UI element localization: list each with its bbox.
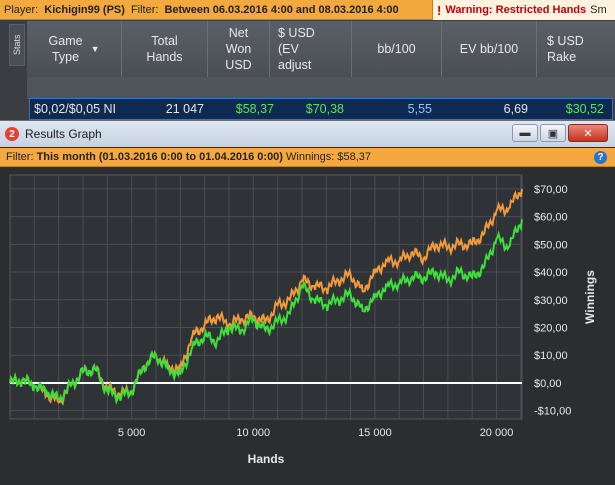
cell-rake: $30,52: [565, 102, 604, 116]
y-axis-label: Winnings: [583, 270, 597, 324]
player-label: Player:: [4, 3, 39, 16]
plot-background: [9, 174, 523, 420]
col-ev-bb100-label: EV bb/100: [459, 42, 519, 56]
stats-grid: Game Type ▼ Total Hands Net Won USD $ USD…: [27, 21, 615, 120]
y-tick-label: $30,00: [534, 295, 568, 307]
filter-value[interactable]: Between 06.03.2016 4:00 and 08.03.2016 4…: [164, 3, 399, 16]
cell-total-hands: 21 047: [165, 102, 204, 116]
col-net-won-label: Net Won USD: [225, 26, 252, 72]
x-axis-label: Hands: [248, 452, 285, 466]
col-ev-bb100[interactable]: EV bb/100: [442, 21, 537, 77]
grid-header: Game Type ▼ Total Hands Net Won USD $ USD…: [27, 21, 615, 77]
maximize-button[interactable]: ▣: [540, 124, 566, 142]
graph-filter-value[interactable]: This month (01.03.2016 0:00 to 01.04.201…: [36, 151, 283, 163]
col-game-type-label: Game Type: [48, 34, 83, 64]
col-rake-label: $ USD Rake: [547, 34, 584, 64]
help-icon[interactable]: ?: [594, 151, 607, 164]
x-tick-label: 5 000: [118, 427, 146, 439]
cell-ev-adjusted: $70,38: [305, 102, 344, 116]
x-tick-label: 20 000: [480, 427, 514, 439]
cell-ev-bb100: 6,69: [503, 102, 528, 116]
col-bb100[interactable]: bb/100: [352, 21, 442, 77]
winnings-label: Winnings:: [286, 151, 335, 163]
window-title: Results Graph: [25, 127, 102, 141]
y-tick-label: $0,00: [534, 378, 562, 390]
series-line-net_won: [9, 219, 523, 405]
col-game-type[interactable]: Game Type ▼: [27, 21, 122, 77]
restricted-hands-warning[interactable]: ! Warning: Restricted Hands Sm: [432, 0, 615, 20]
y-tick-label: $70,00: [534, 184, 568, 196]
y-tick-label: -$10,00: [534, 406, 571, 418]
player-value[interactable]: Kichigin99 (PS): [44, 3, 125, 16]
results-chart: -$10,00 $0,00 $10,00 $20,00 $30,00 $40,00 $50,…: [9, 174, 597, 466]
minimize-button[interactable]: ▬: [512, 124, 538, 142]
window-titlebar[interactable]: 2 Results Graph ▬ ▣ ✕: [0, 121, 615, 147]
stats-side-tab[interactable]: Stats: [9, 24, 25, 66]
y-tick-label: $10,00: [534, 350, 568, 362]
y-tick-label: $20,00: [534, 323, 568, 335]
col-rake[interactable]: $ USD Rake: [537, 21, 615, 77]
results-graph-window: 2 Results Graph ▬ ▣ ✕ Filter: This month…: [0, 120, 615, 485]
col-ev-adjusted[interactable]: $ USD (EV adjust: [270, 21, 352, 77]
y-tick-label: $60,00: [534, 212, 568, 224]
table-row[interactable]: $0,02/$0,05 NI 21 047 $58,37 $70,38 5,55…: [29, 98, 613, 120]
graph-filter-bar: Filter: This month (01.03.2016 0:00 to 0…: [0, 148, 615, 167]
warning-trail: Sm: [590, 4, 607, 16]
warning-text: Warning: Restricted Hands: [445, 4, 587, 16]
x-tick-label: 15 000: [358, 427, 392, 439]
chart-area: -$10,00 $0,00 $10,00 $20,00 $30,00 $40,00 $50,…: [0, 167, 615, 485]
y-tick-label: $40,00: [534, 267, 568, 279]
sort-chevron-down-icon: ▼: [90, 44, 100, 54]
graph-filter-label: Filter:: [6, 151, 34, 163]
cell-bb100: 5,55: [407, 102, 432, 116]
x-tick-label: 10 000: [236, 427, 270, 439]
app-logo-icon: 2: [5, 127, 19, 141]
winnings-value: $58,37: [337, 151, 372, 163]
close-button[interactable]: ✕: [568, 124, 608, 142]
col-ev-adjusted-label: $ USD (EV adjust: [278, 26, 315, 72]
warning-icon: !: [437, 2, 442, 18]
cell-net-won: $58,37: [235, 102, 274, 116]
filter-label: Filter:: [130, 3, 159, 16]
col-total-hands-label: Total Hands: [146, 34, 183, 64]
col-net-won[interactable]: Net Won USD: [208, 21, 270, 77]
y-tick-label: $50,00: [534, 239, 568, 251]
col-total-hands[interactable]: Total Hands: [122, 21, 208, 77]
col-bb100-label: bb/100: [377, 42, 416, 56]
cell-game-type: $0,02/$0,05 NI: [34, 102, 117, 116]
